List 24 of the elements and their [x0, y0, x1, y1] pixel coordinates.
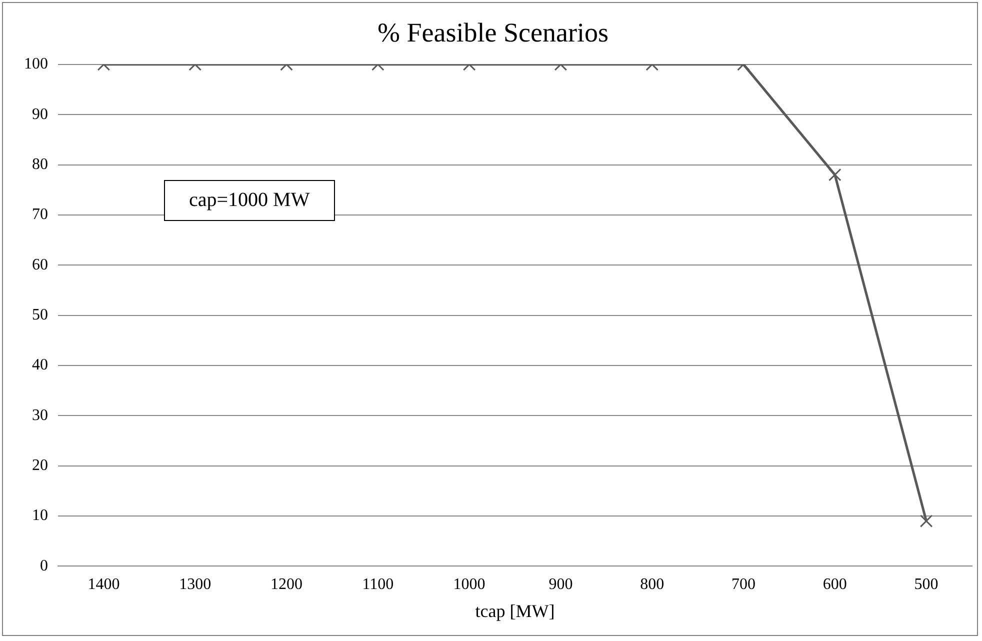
y-tick-label: 50: [32, 306, 48, 324]
x-axis-title: tcap [MW]: [475, 600, 555, 621]
y-tick-label: 0: [40, 557, 48, 574]
y-tick-label: 90: [32, 106, 48, 123]
y-tick-label: 10: [32, 507, 48, 524]
x-tick-label: 900: [548, 576, 573, 594]
x-tick-label: 500: [914, 576, 938, 594]
x-tick-label: 1300: [179, 576, 212, 594]
x-tick-label: 1200: [270, 576, 302, 594]
y-tick-label: 100: [24, 56, 48, 73]
y-tick-label: 20: [32, 457, 48, 474]
x-tick-label: 1000: [453, 576, 486, 594]
x-tick-label: 600: [822, 576, 847, 594]
y-tick-label: 80: [32, 156, 48, 173]
annotation: cap=1000 MW: [164, 180, 335, 221]
x-tick-label: 1100: [362, 576, 394, 594]
x-tick-label: 800: [640, 576, 664, 594]
y-tick-label: 60: [32, 256, 48, 274]
chart-title: % Feasible Scenarios: [378, 17, 608, 48]
x-tick-label: 1400: [88, 576, 120, 594]
y-tick-label: 30: [32, 406, 48, 424]
y-tick-label: 40: [32, 356, 48, 374]
x-tick-label: 700: [732, 576, 756, 594]
y-tick-label: 70: [32, 206, 48, 224]
